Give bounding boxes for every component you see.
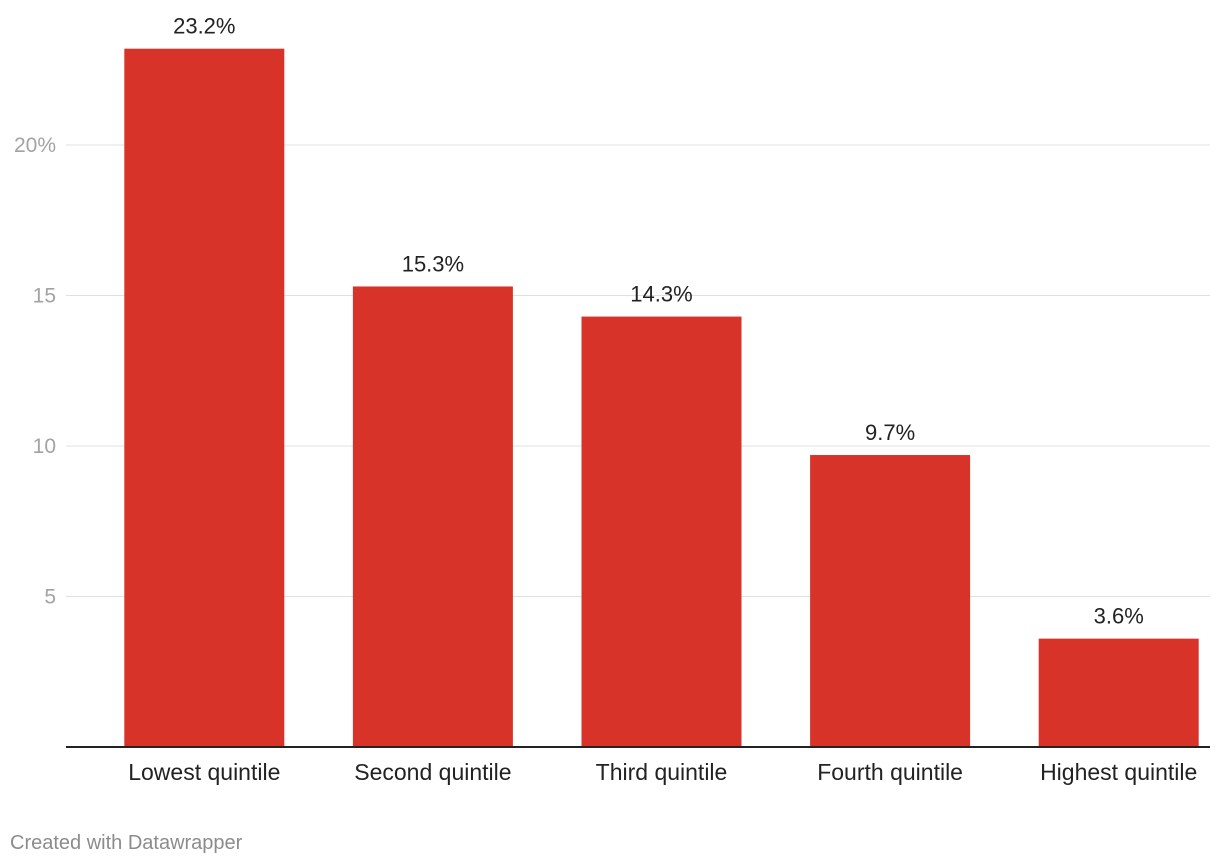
bar bbox=[581, 316, 742, 747]
y-tick-label: 5 bbox=[44, 586, 56, 609]
x-category-label: Third quintile bbox=[596, 759, 728, 785]
bars bbox=[124, 48, 1199, 748]
bar bbox=[352, 286, 513, 747]
x-category-label: Highest quintile bbox=[1040, 759, 1197, 785]
bar-value-label: 23.2% bbox=[173, 14, 235, 39]
x-category-label: Second quintile bbox=[354, 759, 511, 785]
y-axis-ticks: 5 10 15 20% bbox=[14, 134, 56, 609]
bar-value-label: 3.6% bbox=[1094, 604, 1144, 629]
bar-value-label: 15.3% bbox=[402, 251, 464, 276]
footer-credit: Created with Datawrapper bbox=[10, 832, 243, 854]
y-tick-label: 15 bbox=[33, 285, 56, 308]
bar bbox=[1038, 638, 1199, 747]
bar bbox=[124, 48, 285, 748]
value-labels: 23.2% 15.3% 14.3% 9.7% 3.6% bbox=[173, 14, 1144, 629]
y-tick-label: 10 bbox=[33, 435, 56, 458]
x-category-label: Fourth quintile bbox=[817, 759, 963, 785]
y-tick-label: 20% bbox=[14, 134, 56, 157]
bar-value-label: 9.7% bbox=[865, 420, 915, 445]
bar bbox=[810, 455, 971, 747]
bar-value-label: 14.3% bbox=[630, 282, 692, 307]
x-axis-labels: Lowest quintile Second quintile Third quin… bbox=[128, 759, 1197, 785]
x-category-label: Lowest quintile bbox=[128, 759, 280, 785]
